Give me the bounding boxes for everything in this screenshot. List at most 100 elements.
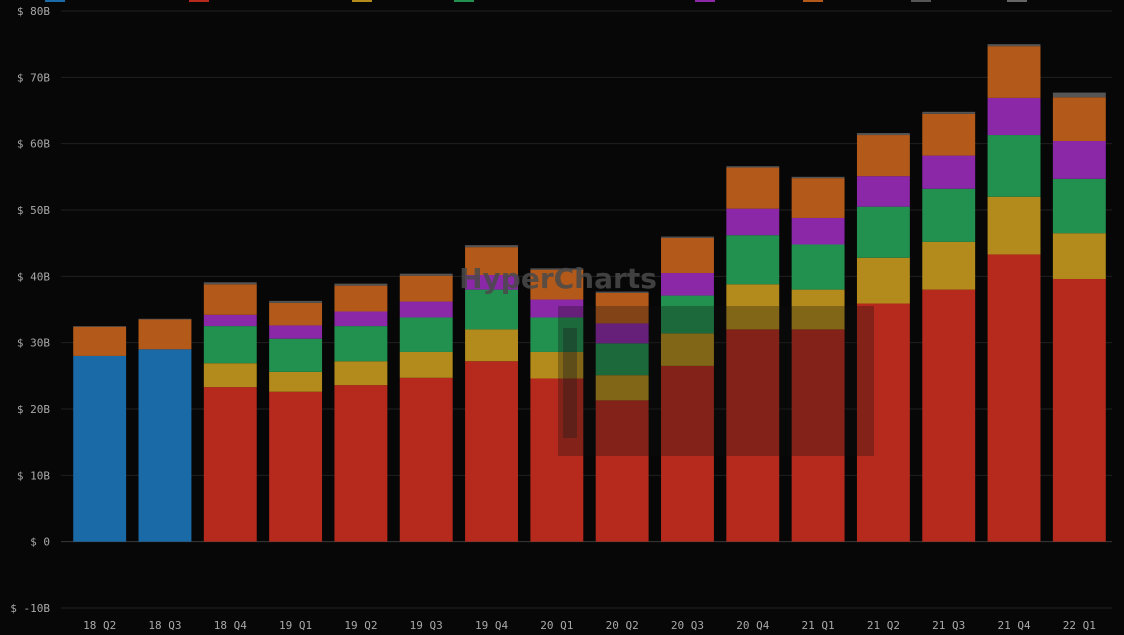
bar-segment[interactable]	[203, 387, 257, 542]
bar-segment[interactable]	[922, 155, 976, 189]
bar-segment[interactable]	[791, 244, 845, 290]
bar-segment[interactable]	[334, 326, 388, 362]
bar-segment[interactable]	[203, 282, 257, 285]
bar-segment[interactable]	[334, 385, 388, 542]
bar-segment[interactable]	[987, 97, 1041, 136]
bar-segment[interactable]	[1052, 97, 1106, 142]
bar-segment[interactable]	[530, 378, 584, 542]
bar-segment[interactable]	[856, 303, 910, 542]
bar-segment[interactable]	[791, 289, 845, 330]
bar-segment[interactable]	[399, 275, 453, 302]
legend	[45, 0, 1027, 2]
bar-segment[interactable]	[791, 176, 845, 179]
bar-segment[interactable]	[334, 361, 388, 386]
bar-segment[interactable]	[465, 361, 518, 542]
bar-segment[interactable]	[987, 44, 1041, 47]
bar-segment[interactable]	[73, 355, 127, 542]
bar-segment[interactable]	[987, 46, 1041, 98]
bar-segment[interactable]	[661, 236, 714, 238]
bar-segment[interactable]	[922, 111, 976, 114]
bar-segment[interactable]	[1052, 92, 1106, 98]
bar-segment[interactable]	[203, 326, 257, 364]
bar-segment[interactable]	[334, 285, 388, 312]
legend-swatch[interactable]	[352, 0, 372, 2]
bar-segment[interactable]	[269, 371, 323, 392]
bar-segment[interactable]	[595, 291, 649, 293]
legend-swatch[interactable]	[189, 0, 209, 2]
bar-segment[interactable]	[269, 338, 323, 372]
bar-segment[interactable]	[661, 237, 714, 274]
bar-segment[interactable]	[203, 314, 257, 327]
bar-segment[interactable]	[1052, 233, 1106, 279]
bar-segment[interactable]	[399, 301, 453, 318]
bar-segment[interactable]	[399, 351, 453, 378]
bar-segment[interactable]	[465, 275, 518, 290]
bar-segment[interactable]	[791, 217, 845, 245]
bar-segment[interactable]	[595, 292, 649, 324]
legend-swatch[interactable]	[695, 0, 715, 2]
bar-segment[interactable]	[726, 235, 780, 285]
bar-segment[interactable]	[334, 283, 388, 286]
bar-segment[interactable]	[530, 299, 584, 318]
legend-swatch[interactable]	[45, 0, 65, 2]
x-tick-label: 21 Q3	[932, 619, 965, 632]
bar-segment[interactable]	[987, 254, 1041, 542]
bar-segment[interactable]	[791, 178, 845, 218]
bar-segment[interactable]	[856, 133, 910, 136]
bar-segment[interactable]	[399, 273, 453, 276]
bar-segment[interactable]	[856, 257, 910, 304]
bar-segment[interactable]	[922, 113, 976, 156]
bar-segment[interactable]	[530, 317, 584, 352]
bar-segment[interactable]	[465, 289, 518, 330]
bar-segment[interactable]	[73, 326, 127, 327]
bar-segment[interactable]	[138, 349, 192, 542]
bar-segment[interactable]	[726, 284, 780, 330]
bar-segment[interactable]	[922, 289, 976, 542]
bar-segment[interactable]	[1052, 141, 1106, 179]
legend-swatch[interactable]	[1007, 0, 1027, 2]
bar-segment[interactable]	[595, 323, 649, 344]
bar-segment[interactable]	[465, 245, 518, 248]
legend-swatch[interactable]	[454, 0, 474, 2]
bar-segment[interactable]	[726, 329, 780, 542]
bar-segment[interactable]	[661, 273, 714, 296]
bar-segment[interactable]	[595, 343, 649, 376]
bar-segment[interactable]	[856, 206, 910, 258]
bar-segment[interactable]	[922, 241, 976, 290]
legend-swatch[interactable]	[911, 0, 931, 2]
bar-segment[interactable]	[1052, 278, 1106, 542]
bar-segment[interactable]	[726, 208, 780, 236]
bar-segment[interactable]	[530, 351, 584, 379]
bar-segment[interactable]	[269, 300, 323, 303]
bar-segment[interactable]	[987, 135, 1041, 197]
bar-segment[interactable]	[987, 196, 1041, 255]
bar-segment[interactable]	[269, 302, 323, 326]
bar-segment[interactable]	[595, 400, 649, 542]
bar-segment[interactable]	[726, 166, 780, 168]
bar-segment[interactable]	[138, 319, 192, 350]
bar-segment[interactable]	[661, 295, 714, 334]
bar-segment[interactable]	[922, 188, 976, 242]
bar-segment[interactable]	[726, 167, 780, 209]
bar-segment[interactable]	[530, 268, 584, 270]
bar-segment[interactable]	[595, 375, 649, 401]
bar-segment[interactable]	[203, 284, 257, 315]
bar-segment[interactable]	[1052, 178, 1106, 234]
bar-segment[interactable]	[269, 391, 323, 542]
bar-segment[interactable]	[856, 176, 910, 207]
bar-segment[interactable]	[399, 377, 453, 542]
bar-segment[interactable]	[530, 269, 584, 300]
bar-segment[interactable]	[465, 247, 518, 276]
bar-segment[interactable]	[334, 311, 388, 327]
bar-segment[interactable]	[399, 317, 453, 352]
bar-segment[interactable]	[269, 325, 323, 339]
bar-segment[interactable]	[661, 365, 714, 542]
bar-segment[interactable]	[465, 329, 518, 362]
bar-segment[interactable]	[73, 326, 127, 356]
bar-segment[interactable]	[203, 363, 257, 388]
bar-segment[interactable]	[661, 333, 714, 366]
bar-segment[interactable]	[138, 318, 192, 320]
bar-segment[interactable]	[791, 329, 845, 542]
bar-segment[interactable]	[856, 135, 910, 177]
legend-swatch[interactable]	[803, 0, 823, 2]
